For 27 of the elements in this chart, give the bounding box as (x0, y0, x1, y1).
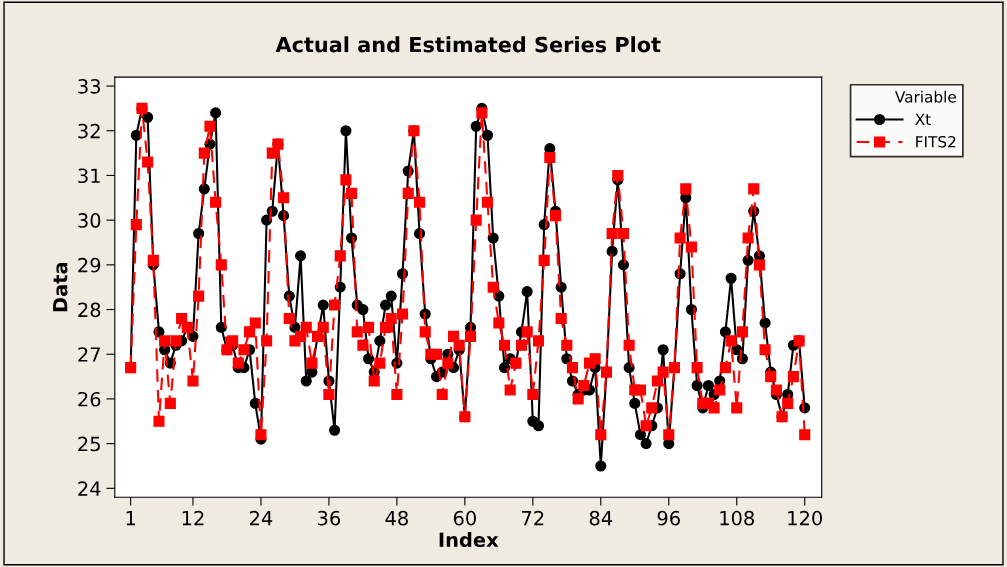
y-tick-label: 28 (78, 302, 101, 318)
legend-label: FITS2 (916, 135, 956, 148)
y-tick-label: 25 (78, 436, 100, 452)
y-tick-label: 29 (78, 257, 101, 273)
x-tick-label: 24 (249, 510, 273, 526)
x-tick-label: 36 (318, 510, 341, 526)
x-tick-label: 84 (589, 510, 613, 526)
y-tick-label: 27 (78, 347, 100, 362)
legend-label: Xt (915, 113, 931, 125)
y-tick-label: 33 (78, 79, 101, 94)
chart-title: Actual and Estimated Series Plot (275, 36, 661, 53)
y-axis-title: Data (53, 262, 68, 312)
x-tick-label: 48 (385, 510, 408, 526)
x-axis-title: Index (439, 532, 499, 548)
x-tick-label: 72 (522, 510, 544, 526)
legend-title: Variable (895, 90, 956, 103)
x-tick-label: 120 (788, 510, 822, 526)
x-tick-label: 1 (126, 511, 136, 526)
y-tick-label: 31 (78, 168, 100, 184)
x-tick-label: 60 (453, 510, 476, 526)
y-tick-label: 24 (78, 481, 101, 496)
y-tick-label: 30 (78, 213, 101, 228)
x-tick-label: 108 (720, 510, 754, 526)
y-tick-label: 26 (78, 391, 101, 407)
x-tick-label: 96 (657, 510, 680, 526)
x-tick-label: 12 (182, 510, 204, 526)
y-tick-label: 32 (78, 123, 100, 139)
